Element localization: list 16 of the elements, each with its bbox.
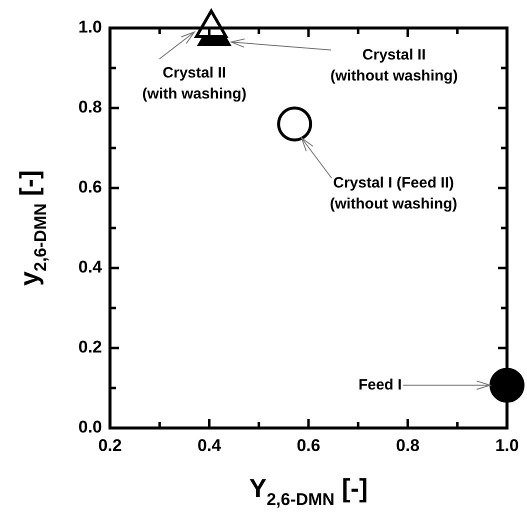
y-tick-label: 1.0 [78, 18, 102, 37]
x-tick-label: 0.6 [296, 436, 320, 455]
y-tick-label: 0.0 [78, 418, 102, 437]
x-tick-label: 0.2 [98, 436, 122, 455]
annotation: Crystal I (Feed II) (without washing) [330, 174, 458, 213]
x-tick-label: 1.0 [495, 436, 519, 455]
y-axis-title: y2,6-DMN [-] [14, 170, 50, 286]
y-tick-label: 0.2 [78, 338, 102, 357]
annotation: Crystal II (with washing) [142, 64, 246, 103]
y-tick-label: 0.8 [78, 98, 102, 117]
x-tick-label: 0.4 [197, 436, 222, 455]
y-tick-label: 0.4 [78, 258, 103, 277]
annotation: Crystal II (without washing) [330, 46, 458, 85]
y-tick-label: 0.6 [78, 178, 102, 197]
x-tick-label: 0.8 [396, 436, 420, 455]
annotation: Feed I [358, 376, 402, 394]
